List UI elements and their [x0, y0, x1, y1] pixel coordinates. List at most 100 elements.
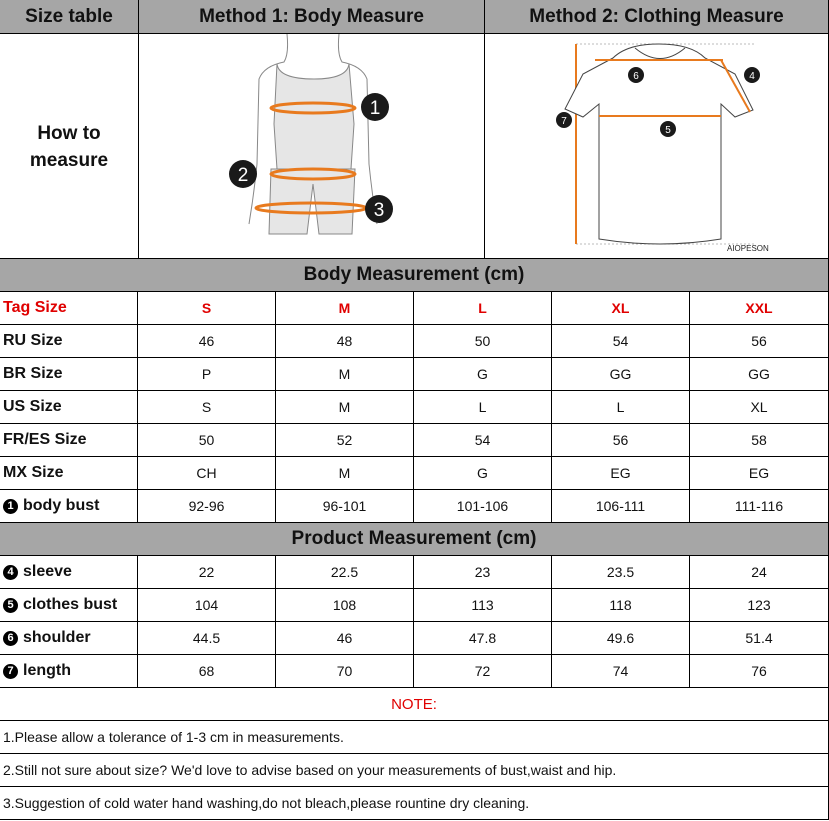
row-label-text: shoulder: [23, 629, 91, 646]
table-cell: M: [275, 357, 414, 391]
table-cell: 96-101: [275, 489, 414, 523]
note-line: 3.Suggestion of cold water hand washing,…: [0, 786, 829, 820]
table-cell: G: [413, 456, 552, 490]
row-label: 4 sleeve: [0, 555, 138, 589]
row-label: 6 shoulder: [0, 621, 138, 655]
row-label: 5 clothes bust: [0, 588, 138, 622]
table-cell: 54: [551, 324, 690, 358]
table-cell: 23.5: [551, 555, 690, 589]
row-label: Tag Size: [0, 291, 138, 325]
marker-7: 7: [556, 112, 572, 128]
marker-6-icon: 6: [3, 630, 18, 646]
row-label-text: body bust: [23, 497, 100, 514]
table-cell: 68: [137, 654, 276, 688]
table-cell: 72: [413, 654, 552, 688]
table-cell: 47.8: [413, 621, 552, 655]
table-cell: 50: [137, 423, 276, 457]
table-cell: 49.6: [551, 621, 690, 655]
table-cell: 58: [689, 423, 829, 457]
table-cell: S: [137, 291, 276, 325]
table-cell: S: [137, 390, 276, 424]
marker-1: 1: [361, 93, 389, 121]
table-cell: L: [413, 291, 552, 325]
table-cell: 52: [275, 423, 414, 457]
how-to-measure-label: How to measure: [0, 33, 139, 260]
table-cell: L: [413, 390, 552, 424]
table-cell: L: [551, 390, 690, 424]
table-cell: 22: [137, 555, 276, 589]
marker-6: 6: [628, 67, 644, 83]
table-cell: 92-96: [137, 489, 276, 523]
marker-2: 2: [229, 160, 257, 188]
table-cell: 76: [689, 654, 829, 688]
row-label: MX Size: [0, 456, 138, 490]
table-cell: 22.5: [275, 555, 414, 589]
table-cell: 48: [275, 324, 414, 358]
svg-text:3: 3: [374, 200, 385, 221]
table-cell: 46: [275, 621, 414, 655]
marker-7-icon: 7: [3, 663, 18, 679]
table-cell: 111-116: [689, 489, 829, 523]
table-cell: M: [275, 456, 414, 490]
table-cell: 56: [689, 324, 829, 358]
body-measure-illustration: 1 2 3: [138, 33, 485, 260]
method2-title: Method 2: Clothing Measure: [529, 5, 784, 27]
brand-watermark: AIOPESON: [727, 244, 769, 253]
svg-text:7: 7: [561, 116, 567, 127]
table-cell: 44.5: [137, 621, 276, 655]
row-label: RU Size: [0, 324, 138, 358]
table-cell: 54: [413, 423, 552, 457]
table-cell: 123: [689, 588, 829, 622]
table-cell: 24: [689, 555, 829, 589]
table-cell: 104: [137, 588, 276, 622]
marker-5: 5: [660, 121, 676, 137]
table-cell: 74: [551, 654, 690, 688]
row-label: 1 body bust: [0, 489, 138, 523]
row-label: BR Size: [0, 357, 138, 391]
table-cell: P: [137, 357, 276, 391]
row-label-text: clothes bust: [23, 596, 118, 613]
row-label: FR/ES Size: [0, 423, 138, 457]
tshirt-figure-icon: 6 4 5 7 AIOPESON: [556, 43, 769, 253]
table-cell: 106-111: [551, 489, 690, 523]
table-cell: CH: [137, 456, 276, 490]
marker-4-icon: 4: [3, 564, 18, 580]
table-cell: G: [413, 357, 552, 391]
table-cell: 101-106: [413, 489, 552, 523]
marker-4: 4: [744, 67, 760, 83]
row-label-text: FR/ES Size: [3, 431, 87, 448]
table-cell: EG: [551, 456, 690, 490]
method2-header: Method 2: Clothing Measure: [484, 0, 829, 34]
table-cell: 113: [413, 588, 552, 622]
table-cell: M: [275, 390, 414, 424]
product-measurement-header: Product Measurement (cm): [0, 522, 829, 556]
body-figure-icon: 1 2 3: [229, 34, 393, 235]
table-cell: 51.4: [689, 621, 829, 655]
table-cell: 50: [413, 324, 552, 358]
table-cell: GG: [551, 357, 690, 391]
table-cell: 108: [275, 588, 414, 622]
table-cell: XL: [689, 390, 829, 424]
row-label-text: MX Size: [3, 464, 64, 481]
clothing-measure-illustration: 6 4 5 7 AIOPESON: [484, 33, 829, 260]
table-cell: 118: [551, 588, 690, 622]
table-cell: 70: [275, 654, 414, 688]
row-label: 7 length: [0, 654, 138, 688]
row-label-text: US Size: [3, 398, 62, 415]
row-label-text: BR Size: [3, 365, 63, 382]
svg-text:4: 4: [749, 71, 755, 82]
method1-title: Method 1: Body Measure: [199, 5, 424, 27]
row-label-text: RU Size: [3, 332, 63, 349]
svg-text:5: 5: [665, 125, 671, 136]
note-line: 2.Still not sure about size? We'd love t…: [0, 753, 829, 787]
method1-header: Method 1: Body Measure: [138, 0, 485, 34]
table-cell: M: [275, 291, 414, 325]
table-cell: XXL: [689, 291, 829, 325]
row-label: US Size: [0, 390, 138, 424]
svg-text:1: 1: [370, 98, 381, 119]
body-measurement-header: Body Measurement (cm): [0, 258, 829, 292]
note-line: 1.Please allow a tolerance of 1-3 cm in …: [0, 720, 829, 754]
size-table-header: Size table: [0, 0, 139, 34]
row-label-text: Tag Size: [3, 299, 67, 316]
svg-text:6: 6: [633, 71, 639, 82]
